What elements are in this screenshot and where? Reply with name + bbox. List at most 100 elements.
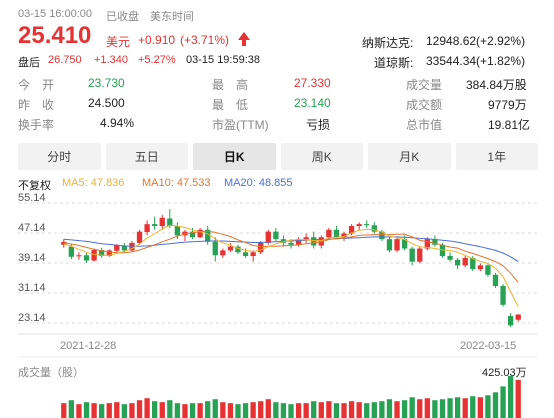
price-change-percent: (+3.71%): [180, 33, 230, 47]
x-end-label: 2022-03-15: [460, 340, 517, 352]
tab-one-year[interactable]: 1年: [455, 143, 538, 170]
candle-body: [417, 248, 423, 262]
volume-bar: [144, 398, 150, 418]
volume-bar: [439, 399, 446, 418]
volume-bar: [99, 404, 105, 418]
candle-body: [167, 218, 173, 227]
y-tick-label: 39.14: [18, 252, 46, 264]
volume-bar: [447, 398, 453, 418]
tab-five-day[interactable]: 五日: [105, 143, 188, 170]
volume-bar: [167, 400, 173, 418]
low-value: 23.140: [294, 96, 331, 110]
volume-bar: [197, 403, 203, 418]
volume-bar: [129, 403, 135, 418]
candle-body: [91, 250, 97, 261]
candle-body: [515, 314, 521, 320]
price-change: +0.910: [138, 33, 176, 47]
adjust-mode[interactable]: 不复权: [18, 180, 51, 192]
candle-body: [371, 225, 377, 232]
tab-daily-k[interactable]: 日K: [193, 143, 276, 170]
volume-bar: [470, 396, 476, 418]
candle-body: [174, 226, 181, 236]
candle-body: [341, 233, 347, 238]
candle-body: [68, 246, 75, 257]
candle-body: [326, 229, 332, 238]
period-tabs: 分时 五日 日K 周K 月K 1年: [18, 143, 538, 170]
candle-body: [492, 274, 499, 287]
candle-body: [136, 231, 143, 243]
candle-body: [114, 245, 120, 251]
volume-max-label: 425.03万: [482, 367, 527, 379]
candle-body: [258, 242, 264, 253]
candle-body: [394, 239, 400, 251]
candle-body: [424, 239, 430, 249]
candle-body: [379, 231, 385, 240]
candle-body: [477, 265, 483, 270]
after-hours-label: 盘后: [18, 57, 40, 69]
datetime: 03-15 16:00:00: [18, 8, 93, 20]
volume-bar: [386, 399, 393, 418]
candle-body: [470, 257, 476, 270]
candle-body: [99, 250, 105, 257]
volume-bar: [432, 400, 438, 418]
volume-bar: [106, 403, 112, 418]
ma10-legend: MA10: 47.533: [142, 177, 211, 189]
candle-body: [333, 229, 340, 238]
volume-bar: [288, 404, 294, 418]
candle-body: [356, 224, 362, 227]
index-nasdaq-name[interactable]: 纳斯达克:: [362, 36, 414, 50]
candle-body: [197, 229, 203, 238]
candle-body: [454, 259, 461, 266]
volume-bar: [515, 379, 521, 418]
market-cap-value: 19.81亿: [488, 118, 531, 132]
volume-bar: [235, 404, 241, 418]
candle-body: [409, 248, 415, 262]
volume-bar: [76, 404, 82, 418]
turnover-rate-label: 换手率: [18, 118, 55, 132]
candle-body: [83, 255, 90, 261]
tab-monthly-k[interactable]: 月K: [368, 143, 451, 170]
candle-body: [485, 265, 491, 275]
market-status: 已收盘: [106, 11, 139, 23]
candle-body: [273, 231, 279, 240]
tab-weekly-k[interactable]: 周K: [280, 143, 363, 170]
index-dow-name[interactable]: 道琼斯:: [374, 56, 414, 70]
tab-intraday[interactable]: 分时: [18, 143, 101, 170]
volume-bar: [394, 401, 400, 418]
volume-label: 成交量: [406, 78, 443, 92]
candle-body: [235, 246, 241, 253]
candle-body: [144, 224, 150, 233]
candle-body: [250, 252, 256, 257]
volume-bar: [152, 401, 158, 418]
pe-value: 亏损: [306, 118, 331, 132]
ma5-legend: MA5: 47.836: [62, 177, 125, 189]
volume-bar: [364, 403, 370, 418]
volume-bar: [326, 401, 332, 418]
open-label: 今 开: [18, 78, 55, 92]
x-start-label: 2021-12-28: [60, 340, 117, 352]
volume-bar: [114, 402, 120, 418]
ma20-legend: MA20: 48.855: [224, 177, 293, 189]
volume-bar: [295, 403, 302, 418]
ma10-line: [63, 230, 519, 283]
after-hours-percent: +5.27%: [138, 54, 176, 66]
current-price: 25.410: [18, 22, 92, 49]
index-dow-value: 33544.34(+1.82%): [426, 54, 526, 68]
volume-bar: [182, 404, 188, 418]
turnover-value: 9779万: [488, 98, 527, 112]
y-tick-label: 47.14: [18, 222, 46, 234]
after-hours-price: 26.750: [48, 54, 82, 66]
y-tick-label: 23.14: [18, 312, 46, 324]
candle-body: [500, 286, 506, 305]
volume-bar: [500, 386, 506, 418]
candle-body: [447, 256, 453, 260]
candle-body: [432, 239, 438, 245]
candle-body: [311, 237, 317, 246]
volume-bar: [462, 398, 468, 418]
volume-bar: [220, 402, 226, 418]
volume-bar: [250, 402, 256, 418]
candle-body: [507, 316, 514, 326]
open-value: 23.730: [88, 76, 125, 90]
turnover-label: 成交额: [406, 98, 443, 112]
